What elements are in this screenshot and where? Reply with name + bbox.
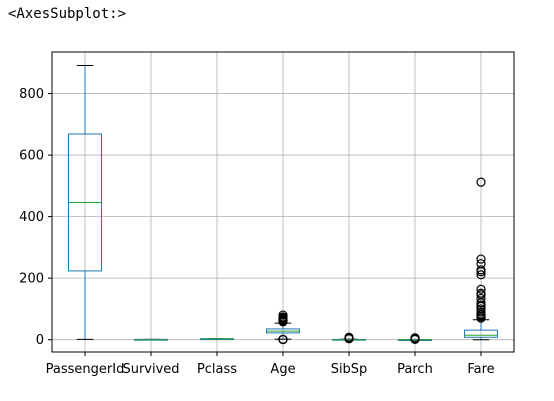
outlier-point — [476, 259, 486, 269]
box-pclass — [200, 338, 234, 341]
box-series — [68, 65, 498, 345]
box-fare — [464, 177, 498, 341]
xtick-label: Fare — [467, 362, 494, 377]
outlier-point — [476, 177, 486, 187]
iqr-box — [464, 329, 498, 338]
box-parch — [398, 333, 432, 344]
box-sibsp — [332, 332, 366, 344]
ytick-label: 200 — [19, 272, 44, 287]
xtick-label: PassengerId — [46, 362, 125, 377]
xtick-label: Parch — [397, 362, 433, 377]
outlier-point — [476, 284, 486, 294]
xtick-label: Age — [270, 362, 295, 377]
outlier-point — [410, 333, 420, 343]
outlier-point — [476, 288, 486, 298]
outlier-point — [278, 334, 288, 344]
outlier-point — [344, 332, 354, 342]
xtick-label: SibSp — [331, 362, 368, 377]
outlier-point — [476, 265, 486, 275]
outlier-point — [476, 307, 486, 317]
ytick-label: 600 — [19, 149, 44, 164]
outlier-point — [476, 304, 486, 314]
box-survived — [134, 338, 168, 341]
cell-output-text: <AxesSubplot:> — [8, 6, 127, 22]
outlier-point — [278, 310, 288, 320]
ytick-label: 800 — [19, 87, 44, 102]
outlier-point — [476, 270, 486, 280]
outlier-point — [476, 293, 486, 304]
ytick-label: 400 — [19, 210, 44, 225]
box-age — [266, 310, 300, 345]
grid-lines — [52, 52, 514, 352]
box-passengerid — [68, 65, 102, 340]
xtick-label: Pclass — [197, 362, 237, 377]
outlier-point — [476, 254, 486, 264]
ytick-label: 0 — [36, 333, 44, 348]
xtick-label: Survived — [122, 362, 179, 377]
